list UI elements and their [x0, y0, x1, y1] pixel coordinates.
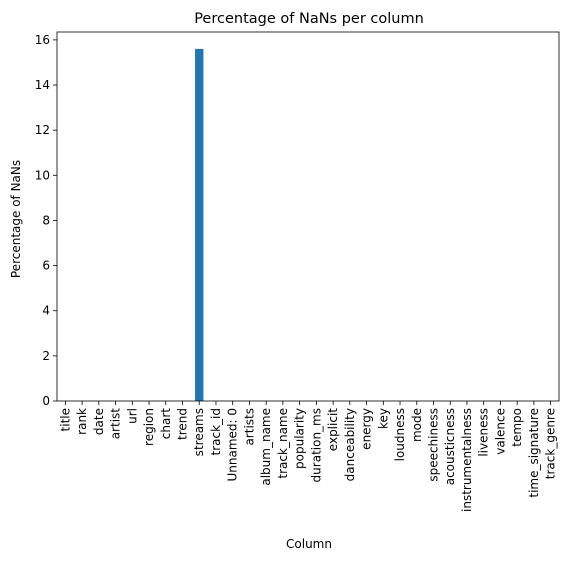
x-tick-label: track_id	[209, 408, 223, 456]
x-tick-label: explicit	[326, 408, 340, 451]
x-tick-label: liveness	[477, 408, 491, 457]
x-tick-label: instrumentalness	[460, 408, 474, 512]
y-tick-label: 12	[35, 123, 50, 137]
x-tick-label: time_signature	[527, 408, 541, 498]
x-tick-label: chart	[159, 408, 173, 439]
x-tick-label: tempo	[510, 408, 524, 447]
y-axis-ticks: 0 2 4 6 8 10 12 14 16	[35, 33, 57, 408]
x-tick-label: date	[92, 408, 106, 435]
x-tick-label: url	[125, 408, 139, 424]
x-tick-label: rank	[75, 408, 89, 435]
x-tick-label: valence	[493, 408, 507, 455]
x-tick-label: Unnamed: 0	[226, 408, 240, 482]
plot-area	[195, 48, 204, 401]
x-tick-label: loudness	[393, 408, 407, 461]
y-tick-label: 8	[42, 213, 50, 227]
plot-frame	[56, 31, 560, 402]
y-tick-label: 0	[42, 394, 50, 408]
y-tick-label: 2	[42, 349, 50, 363]
x-tick-label: album_name	[259, 408, 273, 486]
y-axis-label: Percentage of NaNs	[9, 160, 23, 278]
x-tick-label: danceability	[343, 408, 357, 481]
y-tick-label: 4	[42, 304, 50, 318]
x-tick-label: energy	[360, 408, 374, 450]
chart-title: Percentage of NaNs per column	[194, 11, 424, 27]
x-tick-label: artists	[242, 408, 256, 446]
x-axis-label: Column	[286, 537, 332, 551]
x-tick-label: track_genre	[544, 408, 558, 479]
x-axis-ticks: title rank date artist url region chart trend st…	[58, 401, 558, 512]
y-tick-label: 16	[35, 33, 50, 47]
x-tick-label: trend	[176, 408, 190, 440]
x-tick-label: artist	[109, 408, 123, 440]
y-tick-label: 10	[35, 168, 50, 182]
x-tick-label: title	[58, 408, 72, 431]
y-tick-label: 14	[35, 78, 50, 92]
y-tick-label: 6	[42, 259, 50, 273]
x-tick-label: acousticness	[443, 408, 457, 485]
x-tick-label: popularity	[293, 408, 307, 469]
x-tick-label: track_name	[276, 408, 290, 479]
x-tick-label: key	[376, 408, 390, 429]
x-tick-label: streams	[192, 408, 206, 456]
x-tick-label: region	[142, 408, 156, 446]
bar-streams	[195, 48, 204, 401]
x-tick-label: duration_ms	[309, 408, 323, 482]
x-tick-label: speechiness	[427, 408, 441, 482]
x-tick-label: mode	[410, 408, 424, 442]
